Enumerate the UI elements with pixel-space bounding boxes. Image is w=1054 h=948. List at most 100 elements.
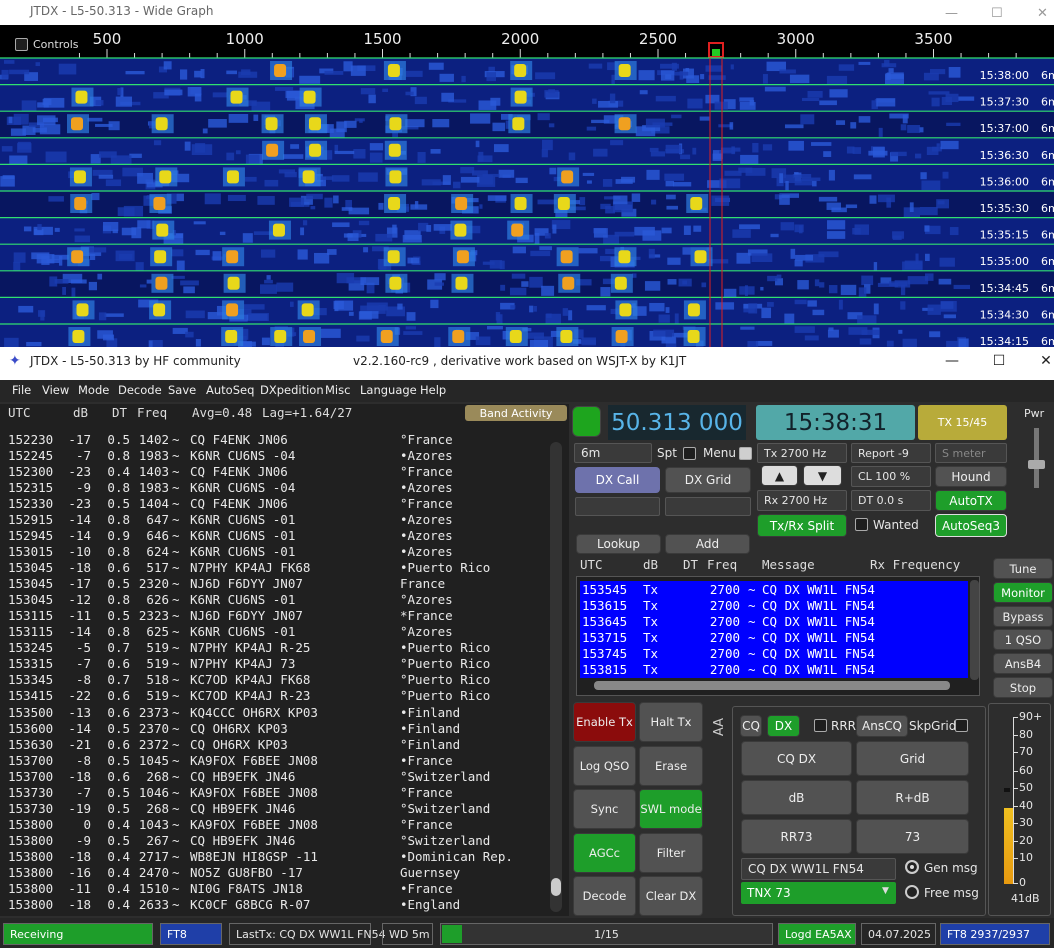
rrr-checkbox[interactable] [814,719,827,732]
decode-cell: 153800 [8,864,54,880]
action-button[interactable]: Enable Tx [573,702,636,742]
noise [586,305,606,311]
dt[interactable]: DT 0.0 s [851,490,931,511]
action-button[interactable]: Sync [573,789,636,829]
message-button[interactable]: RR73 [741,819,852,854]
noise [928,91,950,95]
rx-frequency[interactable]: Rx 2700 Hz [757,490,847,511]
noise [902,261,923,271]
noise [762,144,773,151]
gen-text[interactable]: CQ DX WW1L FN54 [741,858,896,880]
noise [158,66,168,73]
message-button[interactable]: CQ DX [741,741,852,776]
action-button[interactable]: Erase [639,746,703,786]
menu-item[interactable]: Misc [325,383,351,397]
side-button[interactable]: Stop [993,677,1053,698]
decode-cell: 153700 [8,752,54,768]
message-button[interactable]: 73 [856,819,969,854]
menu-item[interactable]: DXpedition [260,383,324,397]
noise [779,195,790,205]
side-button[interactable]: 1 QSO [993,629,1053,650]
noise [74,228,85,232]
anscq-button[interactable]: AnsCQ [856,715,908,737]
action-button[interactable]: AGCc [573,833,636,873]
noise [125,71,145,75]
down-button[interactable]: ▼ [803,465,842,486]
autoseq-button[interactable]: AutoSeq3 [935,514,1007,537]
noise [148,340,154,347]
free-radio[interactable] [905,885,919,899]
cl[interactable]: CL 100 % [851,466,931,487]
band-combo[interactable]: 6m [574,443,652,463]
noise [238,341,252,347]
cq-button[interactable]: CQ [740,715,762,737]
report[interactable]: Report -9 [851,443,931,463]
decode-cell: 625 [146,624,169,640]
dx-call-entry[interactable] [575,497,660,516]
noise [58,255,63,266]
menu-item[interactable]: Language [360,383,417,397]
lookup-button[interactable]: Lookup [576,534,661,554]
menu-checkbox[interactable] [739,447,752,460]
gen-radio[interactable] [905,860,919,874]
menu-item[interactable]: File [12,383,32,397]
menu-item[interactable]: Save [168,383,197,397]
decode-cell: •England [400,896,461,912]
tx-period[interactable]: TX 15/45 [918,405,1007,440]
message-button[interactable]: Grid [856,741,969,776]
action-button[interactable]: Log QSO [573,746,636,786]
free-combo[interactable]: TNX 73 [741,882,896,904]
noise [441,92,455,102]
side-button[interactable]: Monitor [993,582,1053,603]
side-button[interactable]: Bypass [993,606,1053,627]
window-button[interactable]: ☐ [992,353,1006,369]
wanted-checkbox[interactable] [855,518,868,531]
noise [392,224,397,234]
dx-grid-entry[interactable] [665,497,751,516]
font-toggle[interactable]: AA [711,717,727,737]
decode-cell: 153045 [8,560,54,576]
spt-checkbox[interactable] [683,447,696,460]
noise [375,233,393,242]
menu-item[interactable]: Help [420,383,447,397]
skpgrid-checkbox[interactable] [955,719,968,732]
menu-item[interactable]: View [42,383,70,397]
action-button[interactable]: SWL mode [639,789,703,829]
side-button[interactable]: AnsB4 [993,653,1053,674]
window-button[interactable]: — [945,353,959,369]
message-button[interactable]: R+dB [856,780,969,815]
tx-frequency[interactable]: Tx 2700 Hz [757,443,847,463]
dx-call-button[interactable]: DX Call [575,467,660,493]
noise [779,173,783,183]
menu-item[interactable]: AutoSeq [206,383,255,397]
split-button[interactable]: Tx/Rx Split [757,514,847,537]
side-button[interactable]: Tune [993,558,1053,579]
menu-item[interactable]: Decode [118,383,162,397]
dx-button[interactable]: DX [767,715,800,737]
action-button[interactable]: Decode [573,876,636,916]
action-button[interactable]: Filter [639,833,703,873]
add-button[interactable]: Add [665,534,750,554]
hound-button[interactable]: Hound [935,466,1007,487]
rx-cell: Tx [643,662,659,677]
controls-checkbox[interactable] [15,38,28,51]
action-button[interactable]: Halt Tx [639,702,703,742]
action-button[interactable]: Clear DX [639,876,703,916]
decode-cell: KC7OD KP4AJ FK68 [190,672,311,688]
band-activity-button[interactable]: Band Activity [465,405,567,421]
noise [779,69,796,74]
decode-cell: 153800 [8,848,54,864]
menu-item[interactable]: Mode [78,383,110,397]
noise [348,311,354,316]
decode-cell: 2373 [138,704,169,720]
pwr-handle[interactable] [1028,460,1045,469]
window-button[interactable]: ✕ [1040,353,1052,369]
noise [24,72,39,81]
up-button[interactable]: ▲ [761,465,798,486]
decode-cell: 0.8 [107,592,130,608]
auto-tx-button[interactable]: AutoTX [935,490,1007,511]
dx-grid-button[interactable]: DX Grid [665,467,751,493]
decode-cell: °Switzerland [400,800,491,816]
message-button[interactable]: dB [741,780,852,815]
signal-core [308,117,321,131]
